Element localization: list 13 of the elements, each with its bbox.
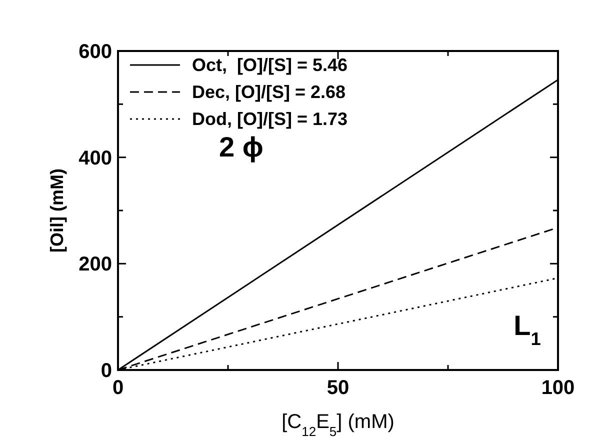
y-axis-title: [Oil] (mM)	[47, 168, 67, 252]
y-tick-label: 400	[78, 147, 112, 170]
legend-label: Dec, [O]/[S] = 2.68	[192, 82, 346, 102]
y-tick-label: 200	[78, 254, 112, 276]
y-tick-label: 0	[100, 360, 112, 382]
x-tick-label: 50	[326, 377, 350, 399]
annotation: 2 ϕ	[219, 131, 264, 162]
x-axis-title: [C$_{12}$E$_{5}$] (mM)	[282, 411, 394, 438]
legend-label: Dod, [O]/[S] = 1.73	[192, 109, 348, 129]
annotation: L$_{1}$	[514, 310, 541, 349]
y-tick-label: 600	[78, 41, 112, 63]
x-tick-label: 100	[541, 377, 575, 399]
legend-label: Oct, [O]/[S] = 5.46	[192, 55, 348, 75]
